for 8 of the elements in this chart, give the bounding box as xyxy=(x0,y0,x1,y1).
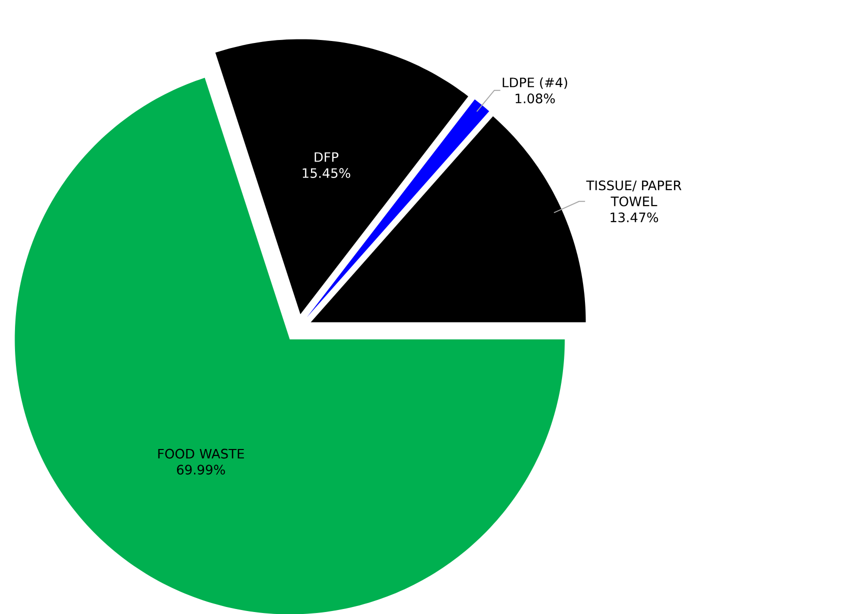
slice-label: TISSUE/ PAPER TOWEL xyxy=(586,180,682,206)
slice-label: FOOD WASTE xyxy=(158,448,244,458)
data-label: 15.45% xyxy=(302,168,350,178)
data-label: 1.08% xyxy=(516,93,555,104)
data-label: 13.47% xyxy=(610,212,658,222)
slice-label: LDPE (#4) xyxy=(502,77,568,89)
slice-label: DFP xyxy=(314,152,338,162)
data-label: 69.99% xyxy=(177,464,225,474)
